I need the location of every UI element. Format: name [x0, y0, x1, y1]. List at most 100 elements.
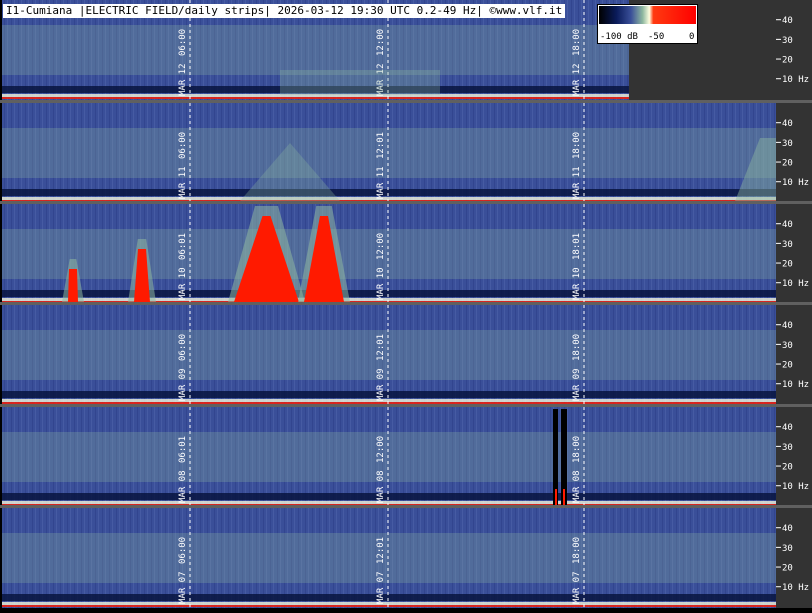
strip-date-label: MAR 07	[178, 571, 188, 604]
y-axis-panel	[776, 204, 812, 304]
time-label: 18:00	[572, 334, 582, 361]
y-tick-label: 10 Hz	[782, 482, 809, 492]
strip-date-label: MAR 12	[376, 63, 386, 96]
strip-date-label: MAR 09	[178, 368, 188, 401]
y-tick-label: 40	[782, 16, 793, 26]
strip-separator	[0, 302, 812, 305]
y-tick-label: 40	[782, 220, 793, 230]
y-tick-label: 40	[782, 321, 793, 331]
y-axis-panel	[776, 103, 812, 203]
gap-bar-red-1	[555, 489, 557, 505]
scale-label-min: -100 dB	[600, 32, 638, 42]
strip-1-band	[2, 128, 776, 178]
y-tick-label: 20	[782, 159, 793, 169]
strip-4-band	[2, 432, 776, 482]
time-label: 18:00	[572, 537, 582, 564]
burst-4	[304, 216, 344, 302]
time-label: 12:01	[376, 132, 386, 159]
daytime-activity	[240, 143, 340, 201]
y-axis-panel	[776, 305, 812, 405]
y-tick-label: 20	[782, 260, 793, 270]
evening-rise	[735, 138, 776, 201]
gap-bar-2	[561, 409, 567, 505]
y-tick-label: 20	[782, 361, 793, 371]
strip-date-label: MAR 08	[376, 470, 386, 503]
strip-3-texture	[2, 305, 776, 405]
y-tick-label: 20	[782, 463, 793, 473]
strip-5-baseline	[2, 602, 776, 605]
time-label: 12:01	[376, 334, 386, 361]
strip-5-baseline-red	[2, 605, 776, 607]
strip-3-baseline	[2, 399, 776, 402]
strip-1-texture	[2, 103, 776, 203]
strip-date-label: MAR 11	[178, 166, 188, 199]
strip-5-band	[2, 533, 776, 583]
y-tick-label: 30	[782, 240, 793, 250]
strip-separator	[0, 201, 812, 204]
time-label: 12:00	[376, 233, 386, 260]
strip-date-label: MAR 08	[178, 470, 188, 503]
strip-separator	[0, 404, 812, 407]
strip-date-label: MAR 07	[376, 571, 386, 604]
y-tick-label: 10 Hz	[782, 279, 809, 289]
strip-date-label: MAR 11	[376, 166, 386, 199]
y-tick-label: 30	[782, 341, 793, 351]
time-label: 12:01	[376, 537, 386, 564]
y-axis-panel	[776, 407, 812, 507]
strip-0-baseline-red	[2, 97, 629, 99]
y-axis-panel	[776, 0, 812, 100]
strip-date-label: MAR 12	[572, 63, 582, 96]
burst-3	[234, 216, 299, 302]
time-label: 18:00	[572, 436, 582, 463]
time-label: 06:01	[178, 233, 188, 260]
strip-date-label: MAR 11	[572, 166, 582, 199]
strip-4-texture	[2, 407, 776, 507]
strip-0-band	[2, 25, 629, 75]
strip-3-dark-band	[2, 391, 776, 398]
strip-date-label: MAR 09	[376, 368, 386, 401]
y-tick-label: 30	[782, 139, 793, 149]
y-tick-label: 10 Hz	[782, 583, 809, 593]
y-tick-label: 20	[782, 56, 793, 66]
strip-date-label: MAR 10	[572, 267, 582, 300]
burst-1	[68, 269, 78, 302]
time-label: 06:00	[178, 334, 188, 361]
time-label: 18:01	[572, 233, 582, 260]
scale-label-max: 0	[689, 32, 695, 42]
strip-separator	[0, 100, 812, 103]
strip-4-baseline	[2, 501, 776, 504]
strip-5-texture	[2, 508, 776, 608]
strip-date-label: MAR 09	[572, 368, 582, 401]
strip-date-label: MAR 10	[376, 267, 386, 300]
y-tick-label: 30	[782, 443, 793, 453]
color-scale: -100 dB -50 0	[597, 4, 698, 44]
strip-3-band	[2, 330, 776, 380]
y-tick-label: 40	[782, 119, 793, 129]
y-tick-label: 30	[782, 544, 793, 554]
strip-5-dark-band	[2, 594, 776, 601]
strip-4-dark-band	[2, 493, 776, 500]
gap-bar-red-2	[563, 489, 565, 505]
burst-2	[134, 249, 150, 302]
strip-2-dark-band	[2, 290, 776, 297]
y-tick-label: 10 Hz	[782, 75, 809, 85]
y-tick-label: 30	[782, 36, 793, 46]
strip-1-baseline	[2, 197, 776, 200]
strip-1-dark-band	[2, 189, 776, 196]
y-tick-label: 40	[782, 524, 793, 534]
time-label: 06:01	[178, 436, 188, 463]
strip-date-label: MAR 10	[178, 267, 188, 300]
strip-2-band	[2, 229, 776, 279]
time-label: 06:00	[178, 29, 188, 56]
chart-title: I1-Cumiana |ELECTRIC FIELD/daily strips|…	[3, 4, 566, 18]
strip-0-dark-band	[2, 86, 629, 93]
time-label: 18:00	[572, 29, 582, 56]
strip-separator	[0, 505, 812, 508]
time-label: 18:00	[572, 132, 582, 159]
y-tick-label: 20	[782, 564, 793, 574]
strip-3-baseline-red	[2, 402, 776, 404]
strip-2-baseline	[2, 298, 776, 301]
noise-patch	[280, 70, 440, 95]
